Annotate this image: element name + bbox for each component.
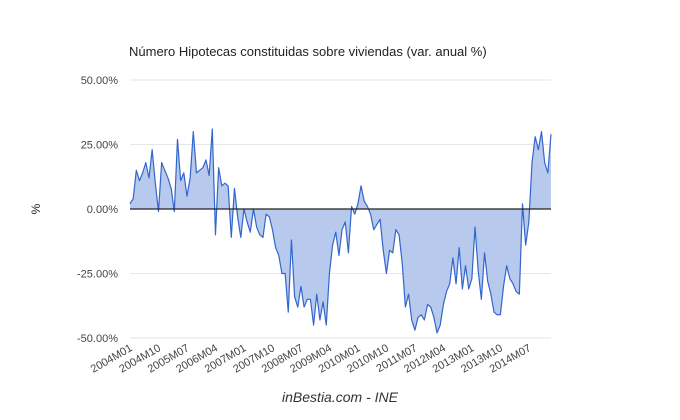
- grid-lines: [130, 79, 551, 339]
- series-area-fill: [130, 129, 551, 333]
- y-tick-label: 0.00%: [87, 204, 118, 216]
- y-tick-label: 25.00%: [81, 140, 119, 152]
- y-tick-label: -25.00%: [77, 269, 118, 281]
- x-axis-ticks: 2004M012004M102005M072006M042007M012007M…: [89, 342, 534, 375]
- series-line: [129, 128, 552, 334]
- y-tick-label: 50.00%: [81, 75, 119, 87]
- y-axis-ticks: 50.00% 25.00% 0.00% -25.00% -50.00%: [77, 75, 118, 345]
- chart-title: Número Hipotecas constituidas sobre vivi…: [129, 44, 487, 59]
- plot-area: [129, 128, 552, 334]
- y-tick-label: -50.00%: [77, 333, 118, 345]
- source-caption: inBestia.com - INE: [282, 389, 398, 405]
- y-axis-label: %: [29, 203, 43, 214]
